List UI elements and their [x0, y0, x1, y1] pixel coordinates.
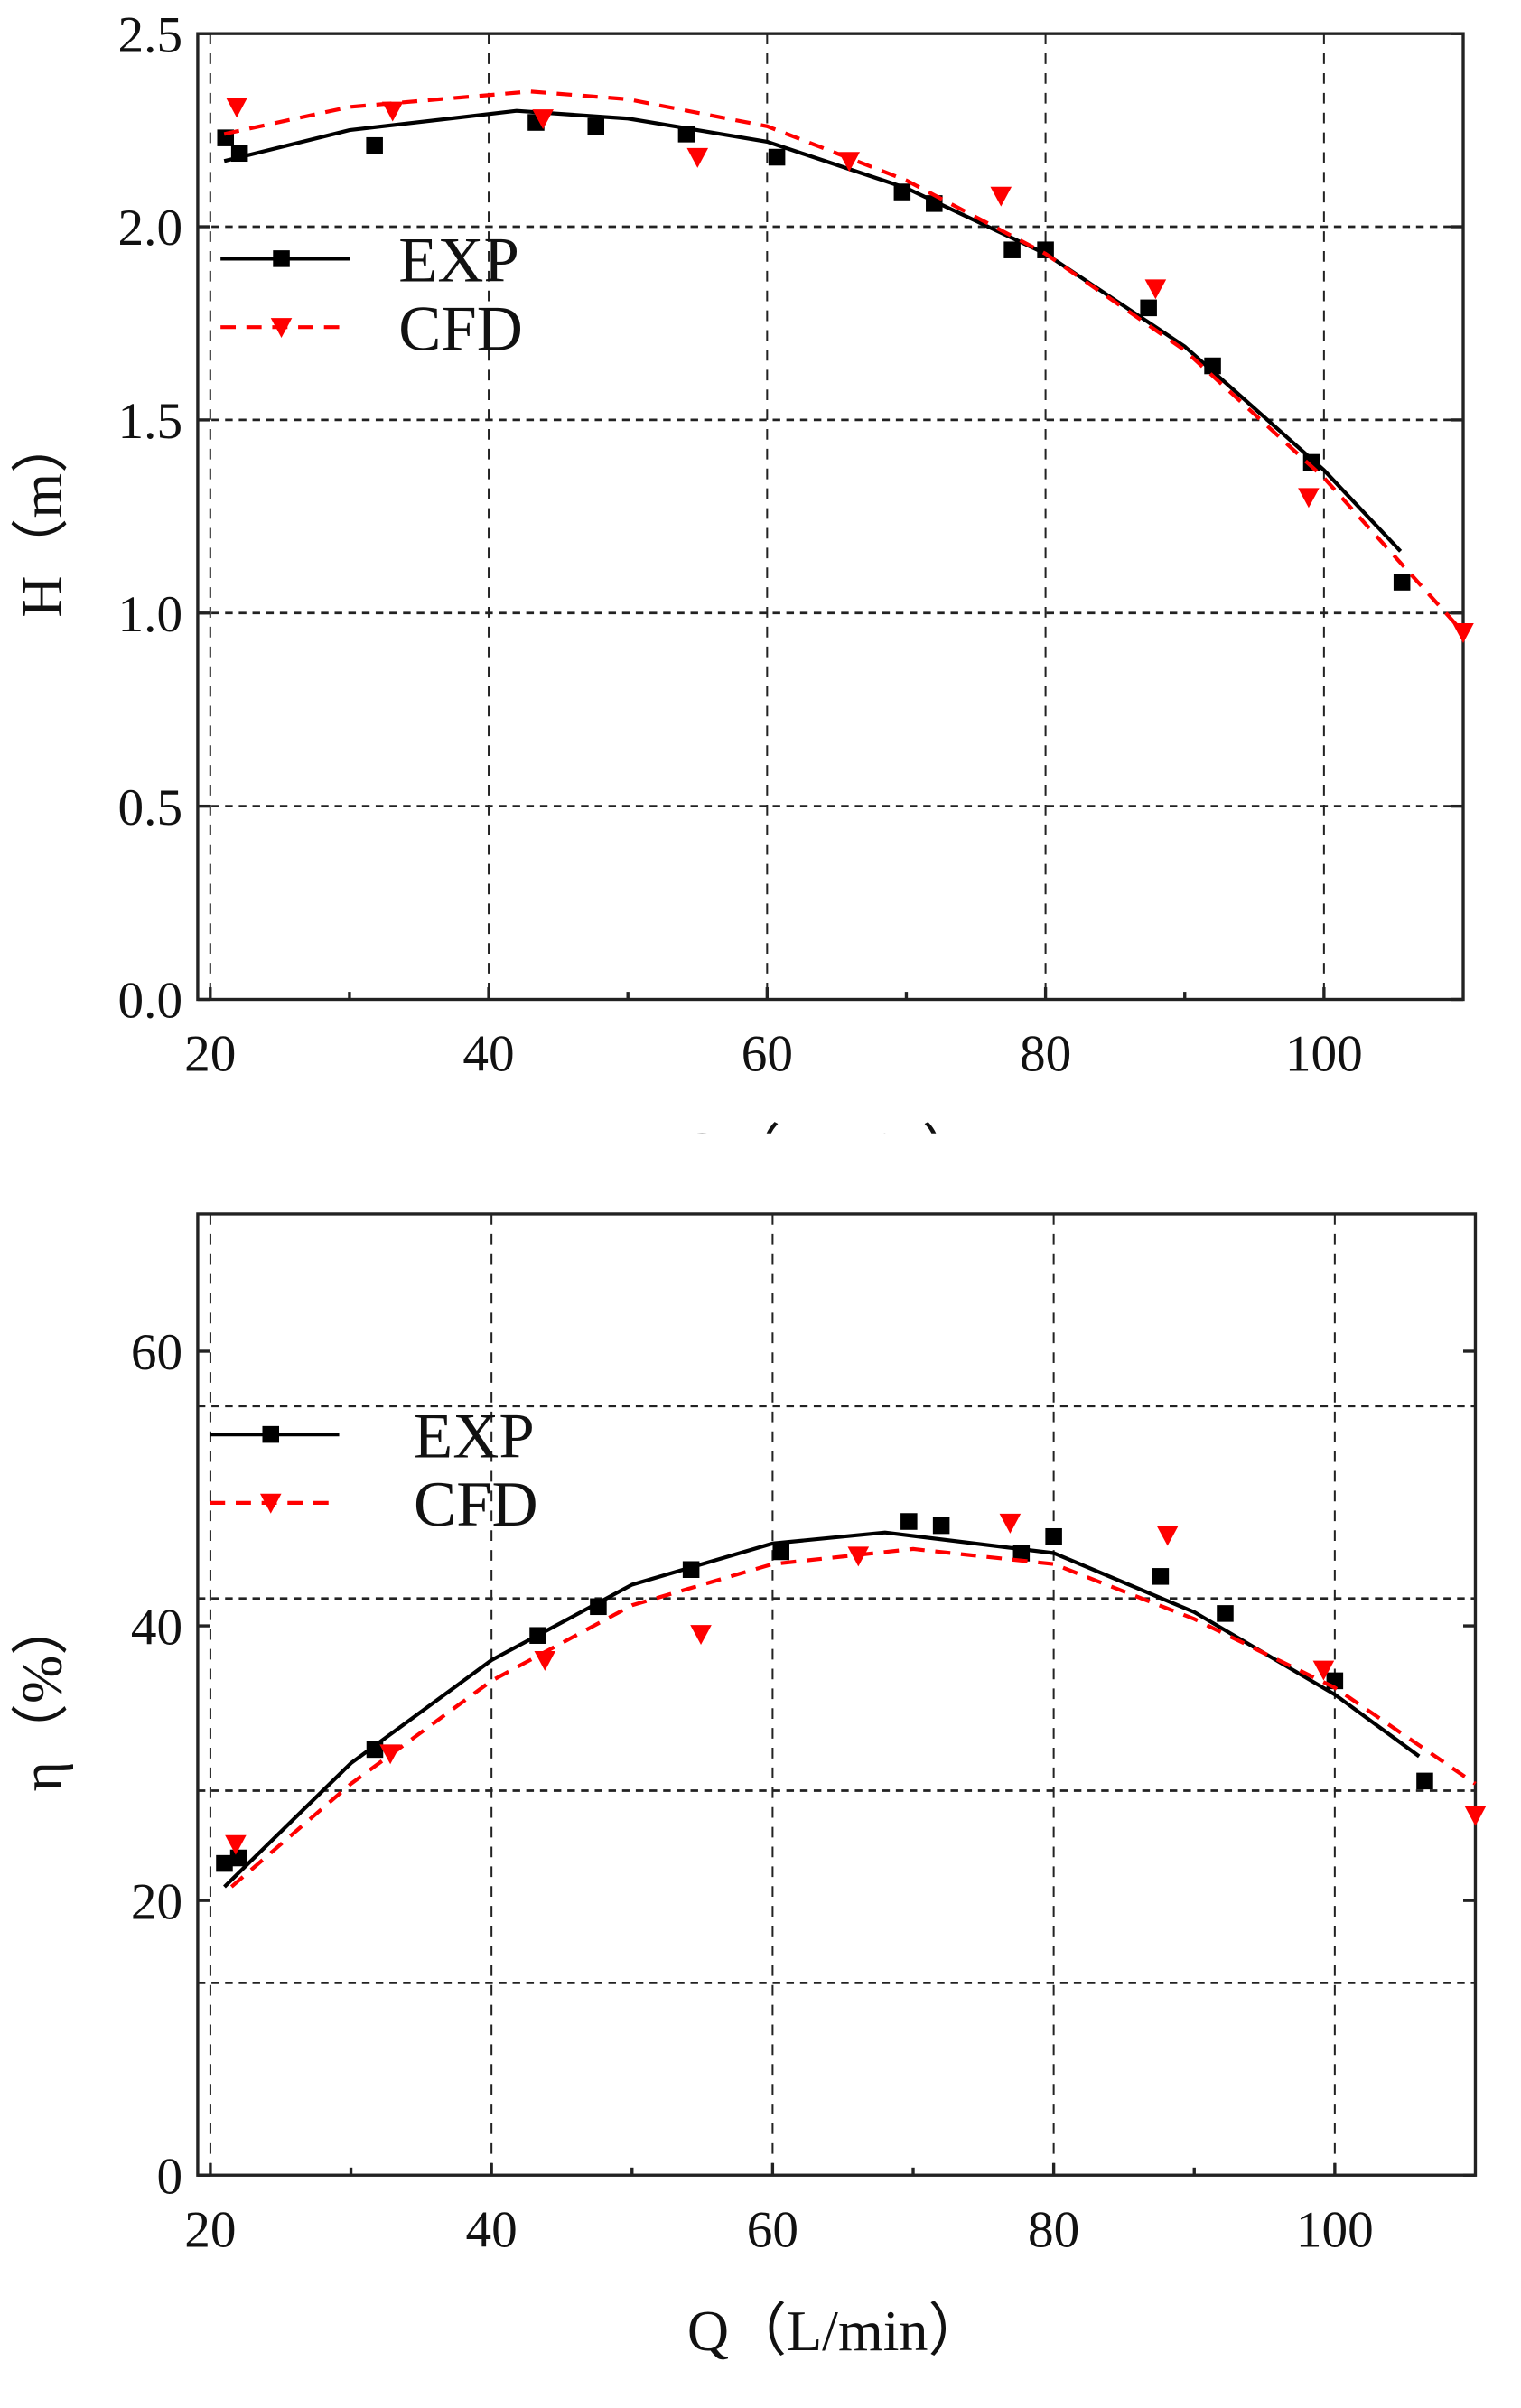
exp-data-point — [590, 1598, 607, 1616]
exp-data-point — [1204, 357, 1221, 375]
exp-data-point — [893, 183, 911, 201]
y-tick-label: 0.0 — [118, 973, 183, 1030]
y-tick-label: 0.5 — [118, 779, 183, 836]
cfd-data-point — [847, 1546, 870, 1567]
legend-marker-cfd — [270, 318, 293, 338]
cfd-fit-line — [229, 1546, 1477, 1889]
exp-data-point — [1217, 1605, 1234, 1622]
cfd-data-point — [1298, 488, 1320, 509]
cfd-data-point — [1452, 623, 1474, 643]
exp-data-point — [1302, 453, 1320, 471]
x-axis-label: Q（L/min） — [687, 2299, 986, 2363]
exp-data-point — [1393, 574, 1411, 591]
exp-fit-line — [223, 1530, 1421, 1889]
cfd-data-point — [226, 98, 247, 118]
exp-fit-line — [223, 108, 1403, 553]
exp-data-point — [932, 1517, 950, 1535]
legend-label-cfd: CFD — [398, 294, 523, 364]
exp-data-point — [366, 136, 383, 154]
exp-data-point — [587, 117, 605, 135]
cfd-data-point — [1464, 1806, 1487, 1826]
legend-marker-exp — [262, 1425, 280, 1443]
cfd-data-point — [381, 101, 404, 122]
cfd-data-point — [838, 152, 861, 173]
x-tick-label: 80 — [1028, 2201, 1079, 2258]
x-tick-label: 20 — [184, 2201, 236, 2258]
exp-data-point — [677, 126, 695, 143]
exp-data-point — [229, 1849, 247, 1867]
legend-marker-cfd — [259, 1493, 282, 1514]
cfd-data-point — [690, 1625, 712, 1645]
x-tick-label: 100 — [1296, 2201, 1374, 2258]
exp-data-point — [1012, 1545, 1031, 1562]
y-axis-label: H（m） — [9, 415, 73, 618]
x-tick-label: 40 — [466, 2201, 518, 2258]
cfd-data-point — [1144, 279, 1167, 300]
y-tick-label: 0 — [156, 2148, 182, 2205]
cfd-fit-line — [223, 89, 1465, 634]
y-tick-label: 2.5 — [118, 6, 183, 63]
legend-marker-exp — [273, 250, 290, 267]
exp-data-point — [529, 1627, 546, 1644]
exp-data-point — [366, 1741, 384, 1759]
exp-data-point — [1152, 1568, 1170, 1585]
plot-frame — [196, 32, 1465, 1002]
y-axis-label: η（%） — [9, 1598, 73, 1792]
legend-label-cfd: CFD — [414, 1470, 538, 1540]
exp-data-point — [682, 1561, 700, 1578]
x-tick-label: 60 — [747, 2201, 798, 2258]
cfd-data-point — [1156, 1526, 1179, 1546]
exp-data-point — [230, 145, 248, 163]
cfd-data-point — [1312, 1660, 1335, 1681]
cfd-data-point — [225, 1834, 247, 1855]
x-tick-label: 100 — [1285, 1026, 1363, 1083]
exp-data-point — [772, 1543, 789, 1561]
cfd-data-point — [534, 1650, 556, 1671]
x-axis-label: Q（L/min） — [681, 1120, 980, 1184]
x-tick-label: 40 — [462, 1026, 514, 1083]
cfd-data-point — [532, 109, 554, 130]
y-tick-label: 40 — [131, 1599, 182, 1656]
cfd-data-point — [990, 186, 1012, 207]
y-tick-label: 20 — [131, 1873, 182, 1930]
legend-label-exp: EXP — [414, 1401, 535, 1471]
x-tick-label: 60 — [742, 1026, 793, 1083]
x-tick-label: 80 — [1020, 1026, 1071, 1083]
exp-data-point — [1140, 299, 1157, 317]
exp-data-point — [900, 1513, 918, 1530]
y-tick-label: 1.5 — [118, 393, 183, 450]
x-tick-label: 20 — [184, 1026, 236, 1083]
y-tick-label: 60 — [131, 1324, 182, 1381]
y-tick-label: 1.0 — [118, 586, 183, 643]
exp-data-point — [1045, 1527, 1062, 1545]
exp-data-point — [1416, 1772, 1433, 1790]
plot-frame — [196, 1212, 1478, 2177]
exp-data-point — [1003, 241, 1021, 258]
y-tick-label: 2.0 — [118, 200, 183, 257]
exp-data-point — [768, 148, 786, 166]
cfd-data-point — [379, 1744, 401, 1765]
exp-data-point — [1037, 241, 1054, 258]
cfd-data-point — [999, 1513, 1022, 1534]
exp-data-point — [216, 1854, 233, 1872]
legend-label-exp: EXP — [398, 226, 519, 296]
cfd-data-point — [686, 147, 709, 168]
